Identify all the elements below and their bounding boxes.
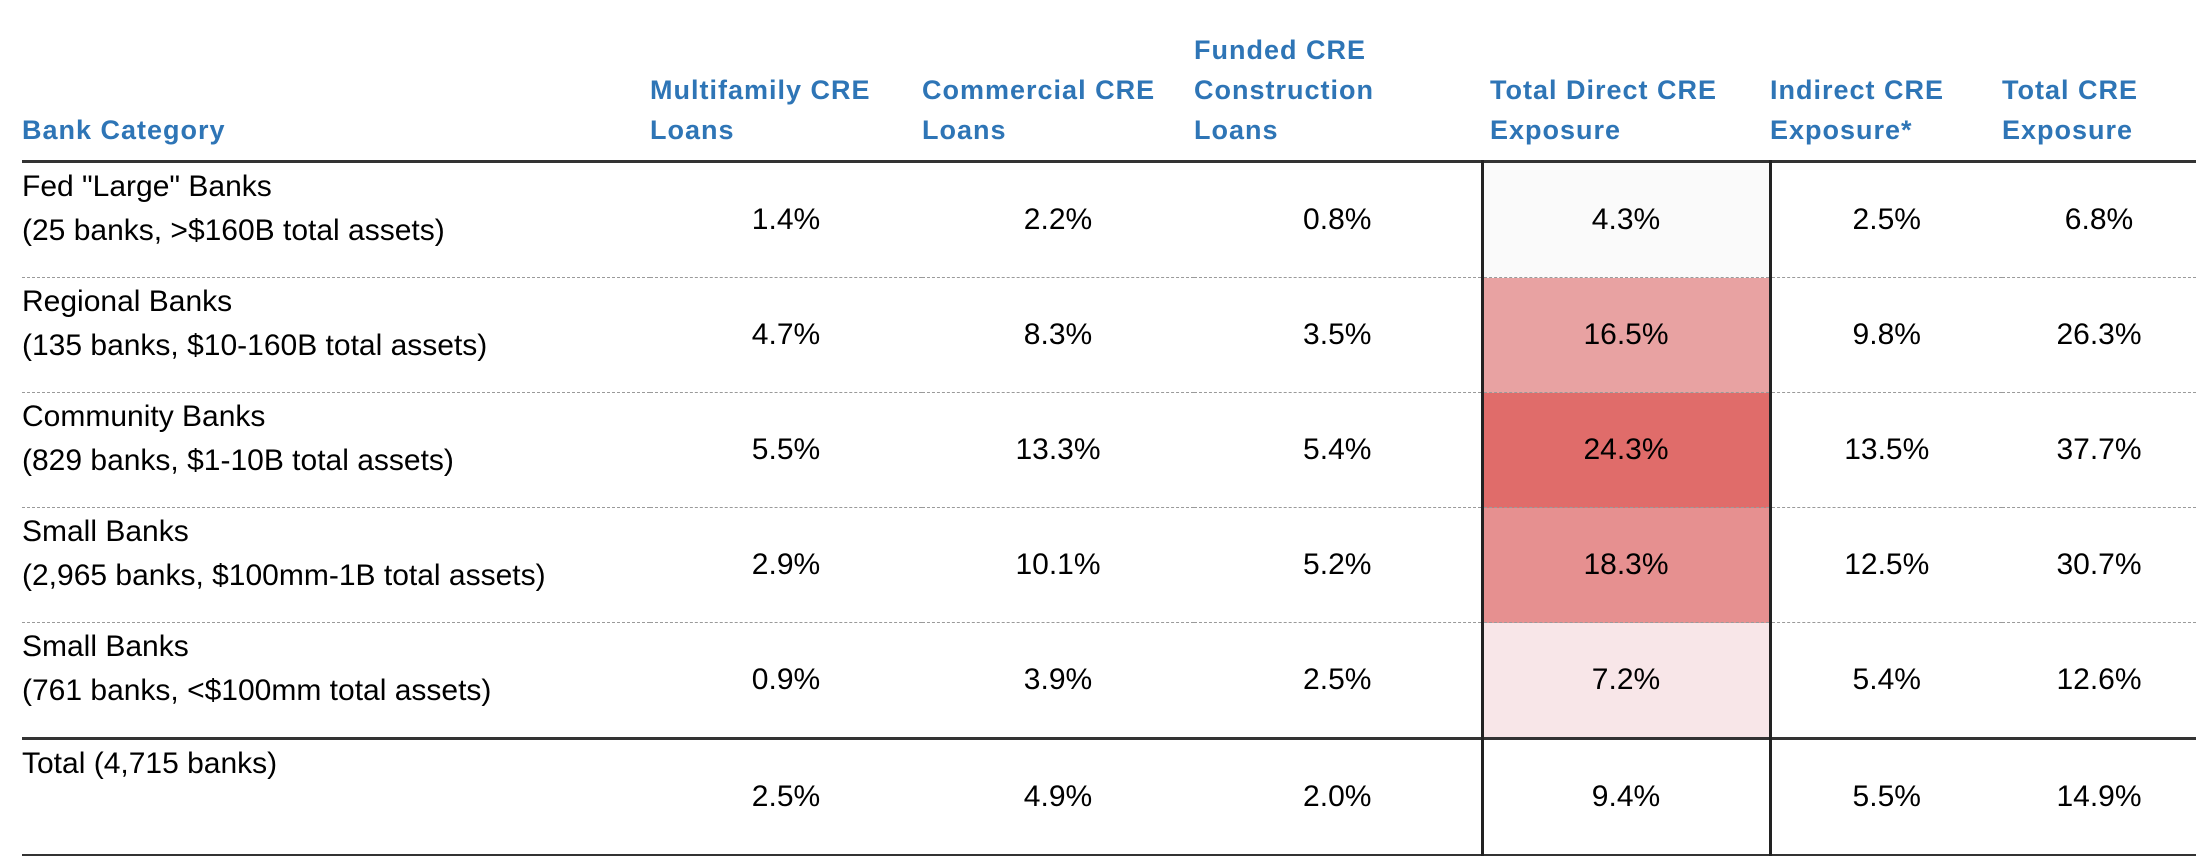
table-row: Small Banks (761 banks, <$100mm total ass… [22, 622, 2196, 739]
multifamily-cell: 1.4% [751, 203, 821, 236]
indirect-cell: 13.5% [1844, 433, 1930, 466]
cre-exposure-table-container: Bank Category Multifamily CRE Loans Comme… [22, 30, 2196, 856]
commercial-cell: 8.3% [1023, 318, 1093, 351]
total-direct-cell: 9.4% [1480, 738, 1772, 855]
category-cell: Regional Banks (135 banks, $10-160B total… [22, 278, 650, 393]
construction-cell: 2.5% [1303, 663, 1372, 696]
commercial-cell: 10.1% [1015, 548, 1101, 581]
header-commercial: Commercial CRE Loans [922, 30, 1194, 162]
header-bank-category: Bank Category [22, 30, 650, 162]
header-line: Loans [922, 115, 1007, 145]
header-line: Loans [650, 115, 735, 145]
header-total-cre: Total CRE Exposure [2002, 30, 2196, 162]
category-detail: (135 banks, $10-160B total assets) [22, 329, 488, 362]
header-line: Exposure [1490, 115, 1622, 145]
header-line: Loans [1194, 115, 1279, 145]
construction-cell: 5.4% [1303, 433, 1372, 466]
category-name: Regional Banks [22, 285, 233, 318]
multifamily-cell: 4.7% [751, 318, 821, 351]
construction-cell: 5.2% [1303, 548, 1372, 581]
multifamily-cell: 2.5% [751, 780, 821, 813]
total-direct-cell: 16.5% [1480, 277, 1772, 393]
header-line: Construction [1194, 75, 1374, 105]
commercial-cell: 2.2% [1023, 203, 1093, 236]
total-label-cell: Total (4,715 banks) [22, 739, 650, 856]
category-name: Community Banks [22, 400, 266, 433]
total-cre-cell: 37.7% [2056, 433, 2142, 466]
total-direct-cell: 18.3% [1480, 507, 1772, 623]
header-construction: Funded CRE Construction Loans [1194, 30, 1482, 162]
construction-cell: 0.8% [1303, 203, 1372, 236]
category-name: Small Banks [22, 630, 189, 663]
multifamily-cell: 5.5% [751, 433, 821, 466]
category-cell: Fed "Large" Banks (25 banks, >$160B total… [22, 162, 650, 278]
table-row: Small Banks (2,965 banks, $100mm-1B total… [22, 507, 2196, 623]
header-line: Funded CRE [1194, 35, 1366, 65]
indirect-cell: 2.5% [1852, 203, 1921, 236]
commercial-cell: 4.9% [1023, 780, 1093, 813]
commercial-cell: 3.9% [1023, 663, 1093, 696]
header-total-direct: Total Direct CRE Exposure [1482, 30, 1770, 162]
header-line: Total CRE [2002, 75, 2138, 105]
header-line: Commercial CRE [922, 75, 1156, 105]
category-name: Fed "Large" Banks [22, 170, 272, 203]
construction-cell: 2.0% [1303, 780, 1372, 813]
total-cre-cell: 30.7% [2056, 548, 2142, 581]
total-cre-cell: 6.8% [2064, 203, 2134, 236]
header-line: Exposure [2002, 115, 2134, 145]
commercial-cell: 13.3% [1015, 433, 1101, 466]
table-row: Fed "Large" Banks (25 banks, >$160B total… [22, 161, 2196, 278]
total-cre-cell: 12.6% [2056, 663, 2142, 696]
indirect-cell: 9.8% [1852, 318, 1921, 351]
category-name: Small Banks [22, 515, 189, 548]
total-row: Total (4,715 banks) 2.5% 4.9% 2.0% 9.4% … [22, 738, 2196, 856]
header-line: Indirect CRE [1770, 75, 1945, 105]
table-row: Community Banks (829 banks, $1-10B total … [22, 392, 2196, 508]
table-header-row: Bank Category Multifamily CRE Loans Comme… [22, 30, 2196, 162]
multifamily-cell: 0.9% [751, 663, 821, 696]
total-label: Total (4,715 banks) [22, 747, 278, 780]
category-cell: Community Banks (829 banks, $1-10B total … [22, 393, 650, 508]
multifamily-cell: 2.9% [751, 548, 821, 581]
total-cre-cell: 26.3% [2056, 318, 2142, 351]
indirect-cell: 5.5% [1852, 780, 1921, 813]
header-multifamily: Multifamily CRE Loans [650, 30, 922, 162]
category-detail: (2,965 banks, $100mm-1B total assets) [22, 559, 546, 592]
header-bank-category-label: Bank Category [22, 115, 226, 145]
indirect-cell: 5.4% [1852, 663, 1921, 696]
header-line: Multifamily CRE [650, 75, 871, 105]
indirect-cell: 12.5% [1844, 548, 1930, 581]
header-line: Total Direct CRE [1490, 75, 1718, 105]
total-cre-cell: 14.9% [2056, 780, 2142, 813]
category-detail: (761 banks, <$100mm total assets) [22, 674, 492, 707]
total-direct-cell: 24.3% [1480, 392, 1772, 508]
category-detail: (829 banks, $1-10B total assets) [22, 444, 454, 477]
table-row: Regional Banks (135 banks, $10-160B total… [22, 277, 2196, 393]
header-line: Exposure* [1770, 115, 1913, 145]
category-cell: Small Banks (2,965 banks, $100mm-1B total… [22, 508, 650, 623]
header-indirect: Indirect CRE Exposure* [1770, 30, 2002, 162]
construction-cell: 3.5% [1303, 318, 1372, 351]
total-direct-cell: 4.3% [1480, 161, 1772, 278]
total-direct-cell: 7.2% [1480, 622, 1772, 739]
cre-exposure-table: Bank Category Multifamily CRE Loans Comme… [22, 30, 2196, 856]
category-detail: (25 banks, >$160B total assets) [22, 214, 445, 247]
category-cell: Small Banks (761 banks, <$100mm total ass… [22, 623, 650, 739]
